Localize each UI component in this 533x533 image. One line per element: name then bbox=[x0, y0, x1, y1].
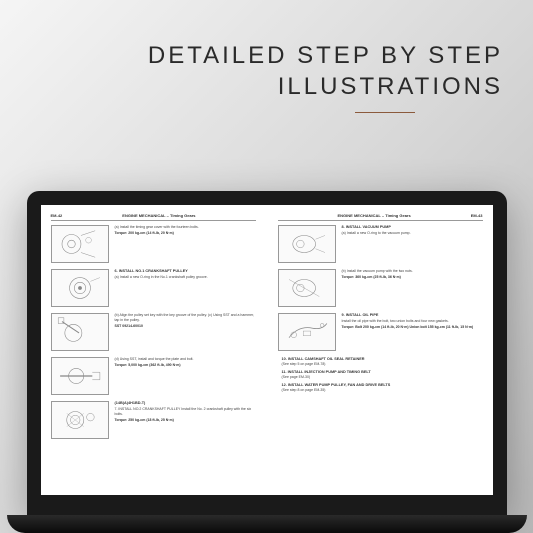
right-page-title: ENGINE MECHANICAL – Timing Gears bbox=[278, 213, 471, 218]
step-text: (a) Install the timing gear cover with t… bbox=[115, 225, 256, 236]
right-page-num: EM-43 bbox=[471, 213, 483, 218]
step-item: (14B(A)4H1BD-T) 7. INSTALL NO.2 CRANKSHA… bbox=[51, 401, 256, 439]
step-illustration-icon bbox=[51, 401, 109, 439]
step-item: 6. INSTALL NO.1 CRANKSHAFT PULLEY (a) In… bbox=[51, 269, 256, 307]
step-illustration-icon bbox=[51, 313, 109, 351]
step-text: 8. INSTALL VACUUM PUMP (a) Install a new… bbox=[342, 225, 483, 236]
left-page-title: ENGINE MECHANICAL – Timing Gears bbox=[62, 213, 255, 218]
headline-block: DETAILED STEP BY STEP ILLUSTRATIONS bbox=[148, 40, 503, 113]
step-illustration-icon bbox=[51, 269, 109, 307]
step-text-only: 12. INSTALL WATER PUMP PULLEY, FAN AND D… bbox=[278, 383, 483, 392]
step-illustration-icon bbox=[278, 225, 336, 263]
step-item: (b) Align the pulley set key with the ke… bbox=[51, 313, 256, 351]
step-text-only: 10. INSTALL CAMSHAFT OIL SEAL RETAINER (… bbox=[278, 357, 483, 366]
step-item: (a) Install the timing gear cover with t… bbox=[51, 225, 256, 263]
laptop-mockup: EM-42 ENGINE MECHANICAL – Timing Gears (… bbox=[27, 191, 507, 533]
step-illustration-icon bbox=[51, 225, 109, 263]
step-item: 9. INSTALL OIL PIPE Install the oil pipe… bbox=[278, 313, 483, 351]
step-text: (b) Align the pulley set key with the ke… bbox=[115, 313, 256, 329]
step-text: 9. INSTALL OIL PIPE Install the oil pipe… bbox=[342, 313, 483, 330]
laptop-screen: EM-42 ENGINE MECHANICAL – Timing Gears (… bbox=[41, 205, 493, 495]
step-item: (b) Install the vacuum pump with the two… bbox=[278, 269, 483, 307]
headline-line2: ILLUSTRATIONS bbox=[148, 71, 503, 102]
manual-right-page: ENGINE MECHANICAL – Timing Gears EM-43 8… bbox=[268, 205, 493, 495]
left-page-num: EM-42 bbox=[51, 213, 63, 218]
left-page-header: EM-42 ENGINE MECHANICAL – Timing Gears bbox=[51, 213, 256, 221]
laptop-screen-frame: EM-42 ENGINE MECHANICAL – Timing Gears (… bbox=[27, 191, 507, 515]
right-page-header: ENGINE MECHANICAL – Timing Gears EM-43 bbox=[278, 213, 483, 221]
step-text: (14B(A)4H1BD-T) 7. INSTALL NO.2 CRANKSHA… bbox=[115, 401, 256, 423]
manual-left-page: EM-42 ENGINE MECHANICAL – Timing Gears (… bbox=[41, 205, 266, 495]
step-item: (d) Using SST, install and torque the pl… bbox=[51, 357, 256, 395]
headline-underline bbox=[355, 112, 415, 113]
headline-line1: DETAILED STEP BY STEP bbox=[148, 40, 503, 71]
step-text-only: 11. INSTALL INJECTION PUMP AND TIMING BE… bbox=[278, 370, 483, 379]
laptop-base bbox=[7, 515, 527, 533]
step-illustration-icon bbox=[51, 357, 109, 395]
step-text: (b) Install the vacuum pump with the two… bbox=[342, 269, 483, 280]
step-text: 6. INSTALL NO.1 CRANKSHAFT PULLEY (a) In… bbox=[115, 269, 256, 280]
step-illustration-icon bbox=[278, 269, 336, 307]
step-illustration-icon bbox=[278, 313, 336, 351]
step-item: 8. INSTALL VACUUM PUMP (a) Install a new… bbox=[278, 225, 483, 263]
step-text: (d) Using SST, install and torque the pl… bbox=[115, 357, 256, 368]
